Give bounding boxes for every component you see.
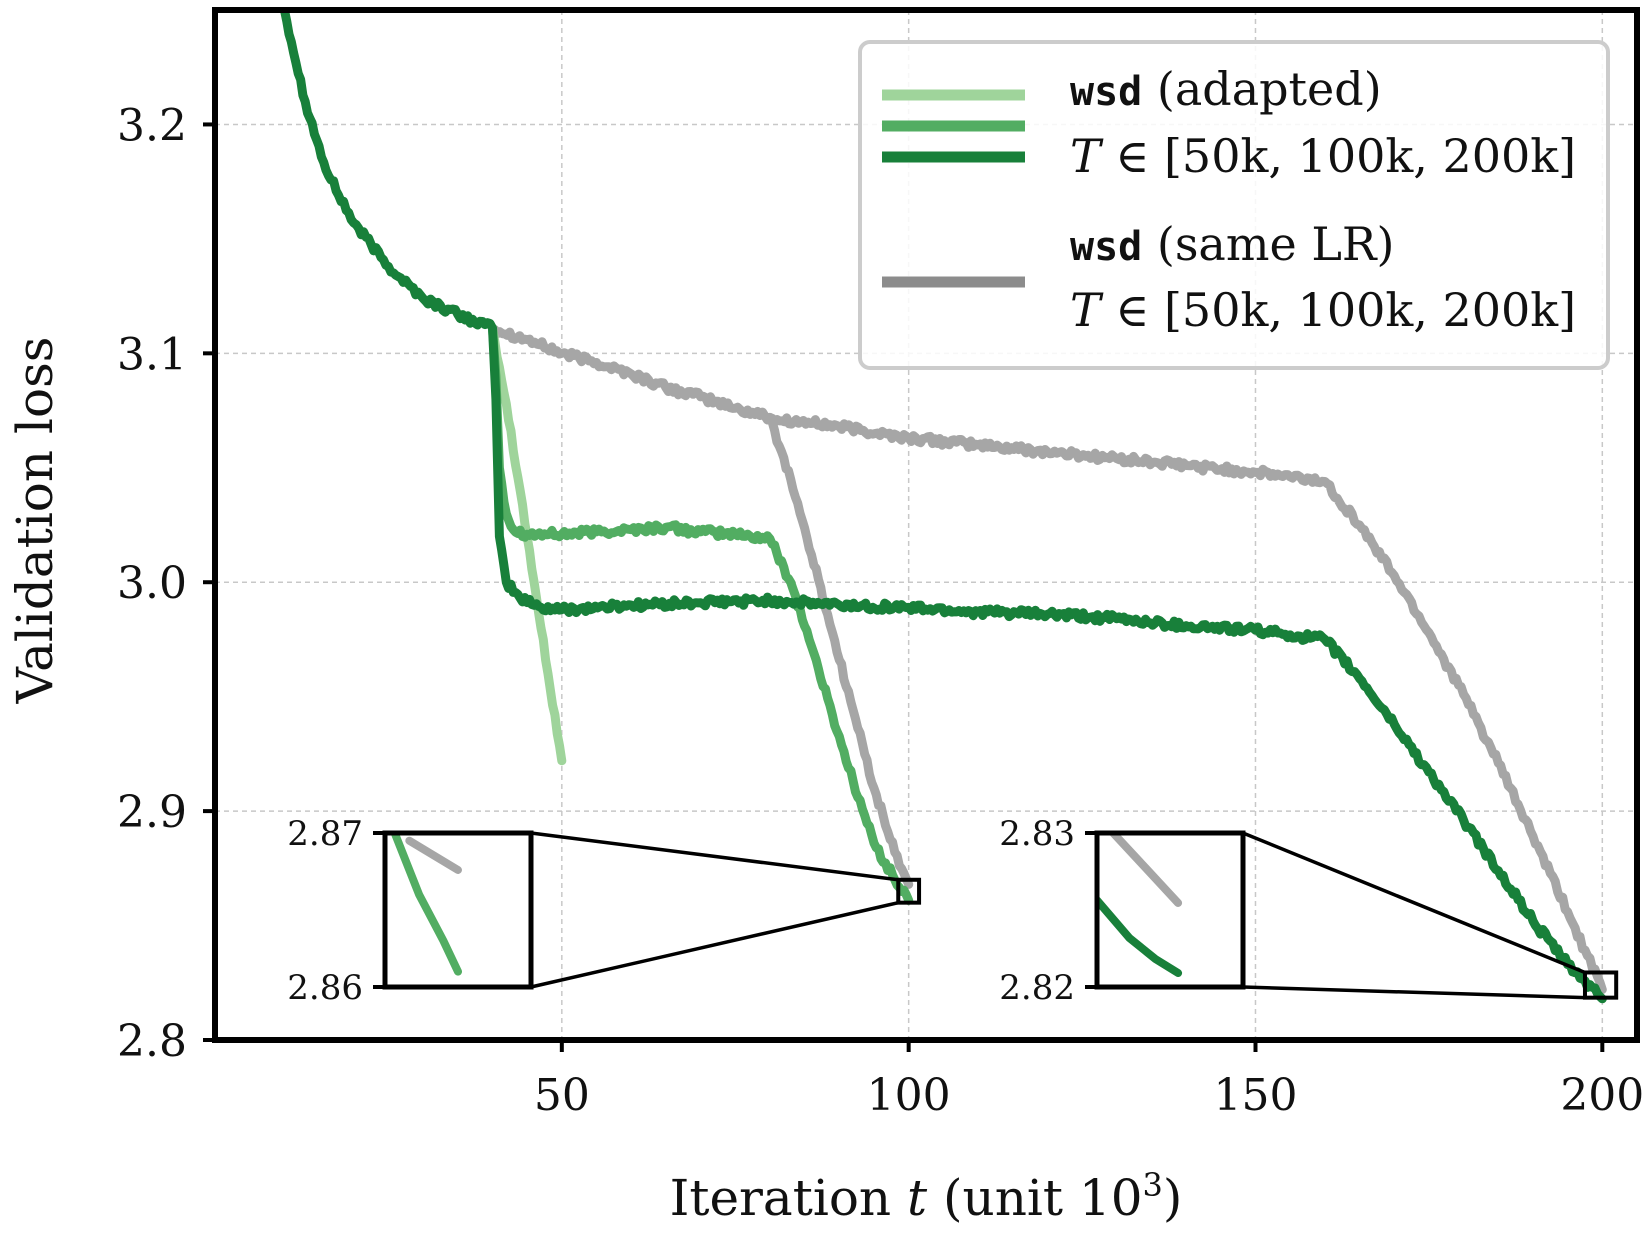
y-tick-label-1: 2.9 [117, 787, 187, 838]
inset-target-box-0 [896, 877, 922, 905]
series-layer [279, 10, 1607, 1004]
plot-frame [212, 7, 1640, 1043]
inset-label-bottom-0: 2.86 [287, 968, 363, 1008]
inset-1-series-1 [1097, 896, 1183, 977]
series-line-3 [488, 323, 914, 905]
inset-connector-top-0 [530, 831, 899, 882]
x-tick-label-1: 100 [867, 1070, 951, 1121]
inset-label-bottom-1: 2.82 [999, 968, 1075, 1008]
inset-0-series-1 [390, 833, 462, 976]
inset-1: 2.83 2.82 [999, 814, 1619, 1008]
y-axis-label: Validation loss [6, 337, 64, 705]
legend-entry-same-lr-line1: wsd (same LR) [1070, 217, 1394, 271]
y-tick-label-0: 2.8 [117, 1016, 187, 1067]
inset-0: 2.87 2.86 [287, 814, 922, 1008]
inset-label-top-0: 2.87 [287, 814, 363, 854]
inset-0-series-0 [405, 836, 462, 874]
legend-entry-adapted-line1: wsd (adapted) [1070, 62, 1382, 116]
inset-connector-bottom-1 [1242, 985, 1586, 1000]
y-tick-label-3: 3.1 [117, 329, 187, 380]
y-tick-label-2: 3.0 [117, 558, 187, 609]
inset-frame-1 [1094, 830, 1246, 990]
inset-connector-top-1 [1242, 831, 1586, 975]
inset-layer: 2.87 2.86 2.83 2.82 [287, 814, 1619, 1008]
y-tick-label-4: 3.2 [117, 100, 187, 151]
legend-entry-same-lr-line2: T ∈ [50k, 100k, 200k] [1070, 283, 1576, 337]
series-line-4 [279, 10, 1607, 1004]
x-tick-label-0: 50 [534, 1070, 590, 1121]
inset-connector-bottom-0 [530, 900, 899, 989]
legend-box [858, 40, 1610, 370]
inset-1-series-0 [1109, 833, 1183, 907]
inset-background-0 [385, 833, 531, 987]
tick-layer: 50 100 150 200 2.8 2.9 3.0 3.1 3.2 [117, 100, 1644, 1121]
inset-background-1 [1097, 833, 1243, 987]
inset-target-box-1 [1582, 970, 1619, 1000]
x-tick-label-2: 150 [1213, 1070, 1297, 1121]
inset-label-top-1: 2.83 [999, 814, 1075, 854]
legend: wsd (adapted) T ∈ [50k, 100k, 200k] wsd … [858, 40, 1610, 370]
inset-frame-0 [382, 830, 534, 990]
series-line-0 [488, 323, 914, 889]
x-tick-label-3: 200 [1560, 1070, 1644, 1121]
legend-entry-adapted-line2: T ∈ [50k, 100k, 200k] [1070, 129, 1576, 183]
x-axis-label: Iteration t (unit 103) [670, 1166, 1183, 1227]
series-line-1 [765, 412, 1607, 995]
